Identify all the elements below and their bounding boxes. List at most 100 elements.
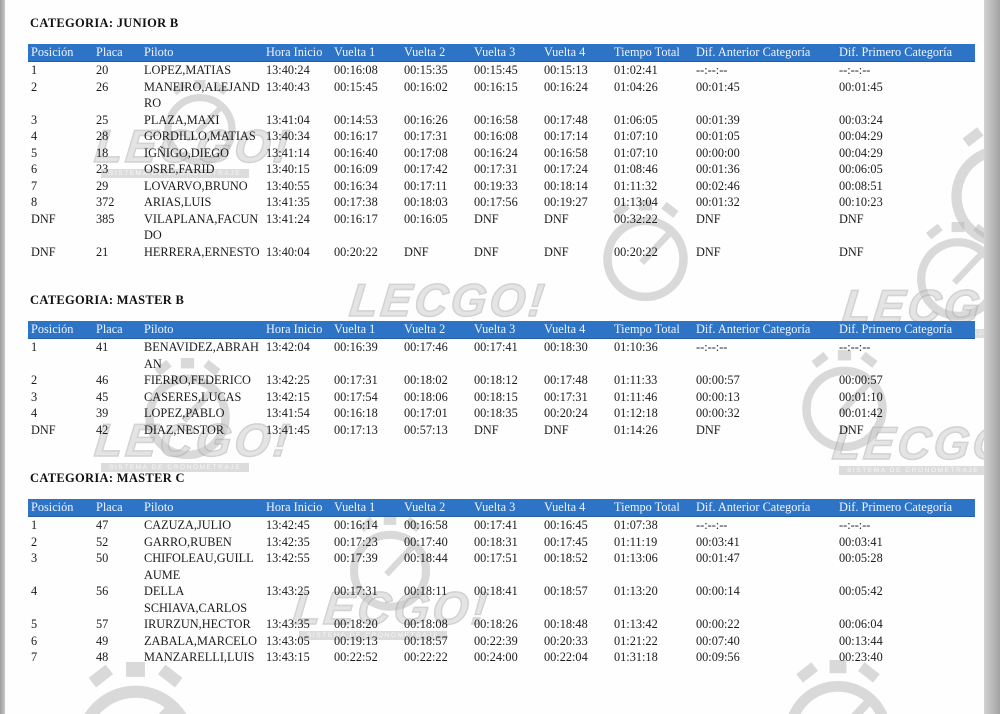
cell-dif-primero-categoria: 00:04:29 xyxy=(839,129,883,143)
cell-hora-inicio: 13:40:24 xyxy=(266,63,310,77)
cell-tiempo-total: 01:13:42 xyxy=(614,617,658,631)
cell-placa: 46 xyxy=(96,373,109,387)
cell-vuelta-4: 00:17:48 xyxy=(544,373,588,387)
table-row: 3 25 PLAZA,MAXI 13:41:04 00:14:53 00:16:26 00:… xyxy=(28,112,975,129)
cell-hora-inicio: 13:42:45 xyxy=(266,518,310,532)
cell-placa: 57 xyxy=(96,617,109,631)
column-header-placa: Placa xyxy=(93,321,141,339)
cell-vuelta-4: 00:17:48 xyxy=(544,112,588,127)
cell-posicion: DNF xyxy=(31,211,56,226)
cell-tiempo-total: 00:20:22 xyxy=(614,244,658,259)
cell-vuelta-3: 00:18:35 xyxy=(474,406,518,420)
cell-posicion: 2 xyxy=(31,534,38,549)
cell-dif-anterior-categoria: --:--:-- xyxy=(696,518,728,532)
cell-vuelta-4: 00:18:30 xyxy=(544,340,588,354)
column-header-dif-primero-categoria: Dif. Primero Categoría xyxy=(836,321,975,339)
cell-vuelta-1: 00:19:13 xyxy=(334,633,378,648)
category-title: CATEGORIA: MASTER B xyxy=(30,293,185,307)
cell-dif-primero-categoria: 00:03:24 xyxy=(839,112,883,127)
column-header-placa: Placa xyxy=(93,499,141,517)
column-header-vuelta-1: Vuelta 1 xyxy=(331,44,401,62)
cell-piloto: GORDILLO,MATIAS xyxy=(144,129,256,143)
cell-dif-primero-categoria: DNF xyxy=(839,244,864,259)
cell-vuelta-2: 00:17:42 xyxy=(404,162,448,176)
cell-tiempo-total: 01:02:41 xyxy=(614,63,658,77)
cell-dif-primero-categoria: 00:01:10 xyxy=(839,389,883,404)
cell-placa: 45 xyxy=(96,389,109,404)
column-header-dif-primero-categoria: Dif. Primero Categoría xyxy=(836,499,975,517)
cell-hora-inicio: 13:41:04 xyxy=(266,112,310,127)
cell-tiempo-total: 01:31:18 xyxy=(614,650,658,664)
cell-vuelta-3: 00:18:15 xyxy=(474,389,518,404)
cell-vuelta-2: 00:16:26 xyxy=(404,112,448,127)
cell-vuelta-1: 00:15:45 xyxy=(334,79,378,94)
cell-posicion: 1 xyxy=(31,63,38,77)
cell-tiempo-total: 01:11:46 xyxy=(614,389,658,404)
table-row: DNF 42 DIAZ,NESTOR 13:41:45 00:17:13 00:57:13… xyxy=(28,422,975,439)
cell-vuelta-4: 00:16:24 xyxy=(544,79,588,94)
cell-tiempo-total: 00:32:22 xyxy=(614,211,658,226)
cell-dif-primero-categoria: 00:04:29 xyxy=(839,145,883,160)
cell-hora-inicio: 13:43:15 xyxy=(266,650,310,664)
cell-vuelta-4: 00:22:04 xyxy=(544,650,588,664)
cell-vuelta-1: 00:17:38 xyxy=(334,195,378,209)
cell-hora-inicio: 13:40:15 xyxy=(266,162,310,176)
cell-vuelta-2: 00:18:02 xyxy=(404,373,448,387)
column-header-vuelta-3: Vuelta 3 xyxy=(471,44,541,62)
cell-tiempo-total: 01:13:06 xyxy=(614,551,658,565)
cell-dif-anterior-categoria: 00:07:40 xyxy=(696,633,740,648)
table-row: DNF 385 VILAPLANA,FACUNDO 13:41:24 00:16:17 0… xyxy=(28,211,975,244)
cell-dif-primero-categoria: 00:10:23 xyxy=(839,195,883,209)
column-header-vuelta-4: Vuelta 4 xyxy=(541,499,611,517)
cell-posicion: DNF xyxy=(31,244,56,259)
cell-placa: 41 xyxy=(96,340,109,354)
cell-vuelta-4: 00:17:31 xyxy=(544,389,588,404)
cell-dif-anterior-categoria: DNF xyxy=(696,244,721,259)
table-header-row: Posición Placa Piloto Hora Inicio Vuelta 1 Vu… xyxy=(28,499,975,517)
cell-posicion: 2 xyxy=(31,373,38,387)
category-section-junior-b: CATEGORIA: JUNIOR B Posición Placa Piloto H… xyxy=(28,17,975,260)
cell-placa: 20 xyxy=(96,63,109,77)
results-table-master-c: Posición Placa Piloto Hora Inicio Vuelta 1 Vu… xyxy=(28,499,975,666)
cell-hora-inicio: 13:43:05 xyxy=(266,633,310,648)
cell-tiempo-total: 01:10:36 xyxy=(614,340,658,354)
cell-posicion: 5 xyxy=(31,145,38,160)
cell-dif-anterior-categoria: 00:01:05 xyxy=(696,129,740,143)
cell-vuelta-2: 00:17:01 xyxy=(404,406,448,420)
cell-placa: 21 xyxy=(96,244,109,259)
cell-posicion: DNF xyxy=(31,422,56,437)
category-section-master-c: CATEGORIA: MASTER C Posición Placa Piloto H… xyxy=(28,472,975,666)
cell-vuelta-1: 00:16:39 xyxy=(334,340,378,354)
cell-vuelta-4: 00:18:48 xyxy=(544,617,588,631)
cell-vuelta-2: 00:17:11 xyxy=(404,178,448,193)
column-header-posicion: Posición xyxy=(28,321,93,339)
cell-vuelta-2: 00:15:35 xyxy=(404,63,448,77)
column-header-posicion: Posición xyxy=(28,499,93,517)
cell-tiempo-total: 01:07:10 xyxy=(614,145,658,160)
results-table-master-b: Posición Placa Piloto Hora Inicio Vuelta 1 Vu… xyxy=(28,321,975,438)
cell-vuelta-2: DNF xyxy=(404,244,429,259)
column-header-tiempo-total: Tiempo Total xyxy=(611,44,693,62)
cell-placa: 50 xyxy=(96,551,109,565)
column-header-vuelta-2: Vuelta 2 xyxy=(401,499,471,517)
cell-tiempo-total: 01:07:10 xyxy=(614,129,658,143)
cell-piloto: BENAVIDEZ,ABRAHAN xyxy=(144,340,259,371)
cell-piloto: PLAZA,MAXI xyxy=(144,112,220,127)
cell-piloto: LOPEZ,PABLO xyxy=(144,406,225,420)
cell-vuelta-3: 00:18:12 xyxy=(474,373,518,387)
cell-vuelta-4: 00:17:45 xyxy=(544,534,588,549)
cell-dif-anterior-categoria: 00:00:13 xyxy=(696,389,740,404)
cell-hora-inicio: 13:41:45 xyxy=(266,422,310,437)
cell-vuelta-2: 00:17:46 xyxy=(404,340,448,354)
cell-vuelta-4: 00:17:14 xyxy=(544,129,588,143)
cell-vuelta-1: 00:17:23 xyxy=(334,534,378,549)
cell-dif-anterior-categoria: DNF xyxy=(696,422,721,437)
category-section-master-b: CATEGORIA: MASTER B Posición Placa Piloto H… xyxy=(28,294,975,438)
table-header-row: Posición Placa Piloto Hora Inicio Vuelta 1 Vu… xyxy=(28,321,975,339)
cell-hora-inicio: 13:43:35 xyxy=(266,617,310,631)
cell-dif-primero-categoria: --:--:-- xyxy=(839,63,871,77)
cell-placa: 47 xyxy=(96,518,109,532)
column-header-vuelta-1: Vuelta 1 xyxy=(331,499,401,517)
cell-vuelta-3: 00:18:41 xyxy=(474,584,518,598)
cell-vuelta-2: 00:16:02 xyxy=(404,79,448,94)
